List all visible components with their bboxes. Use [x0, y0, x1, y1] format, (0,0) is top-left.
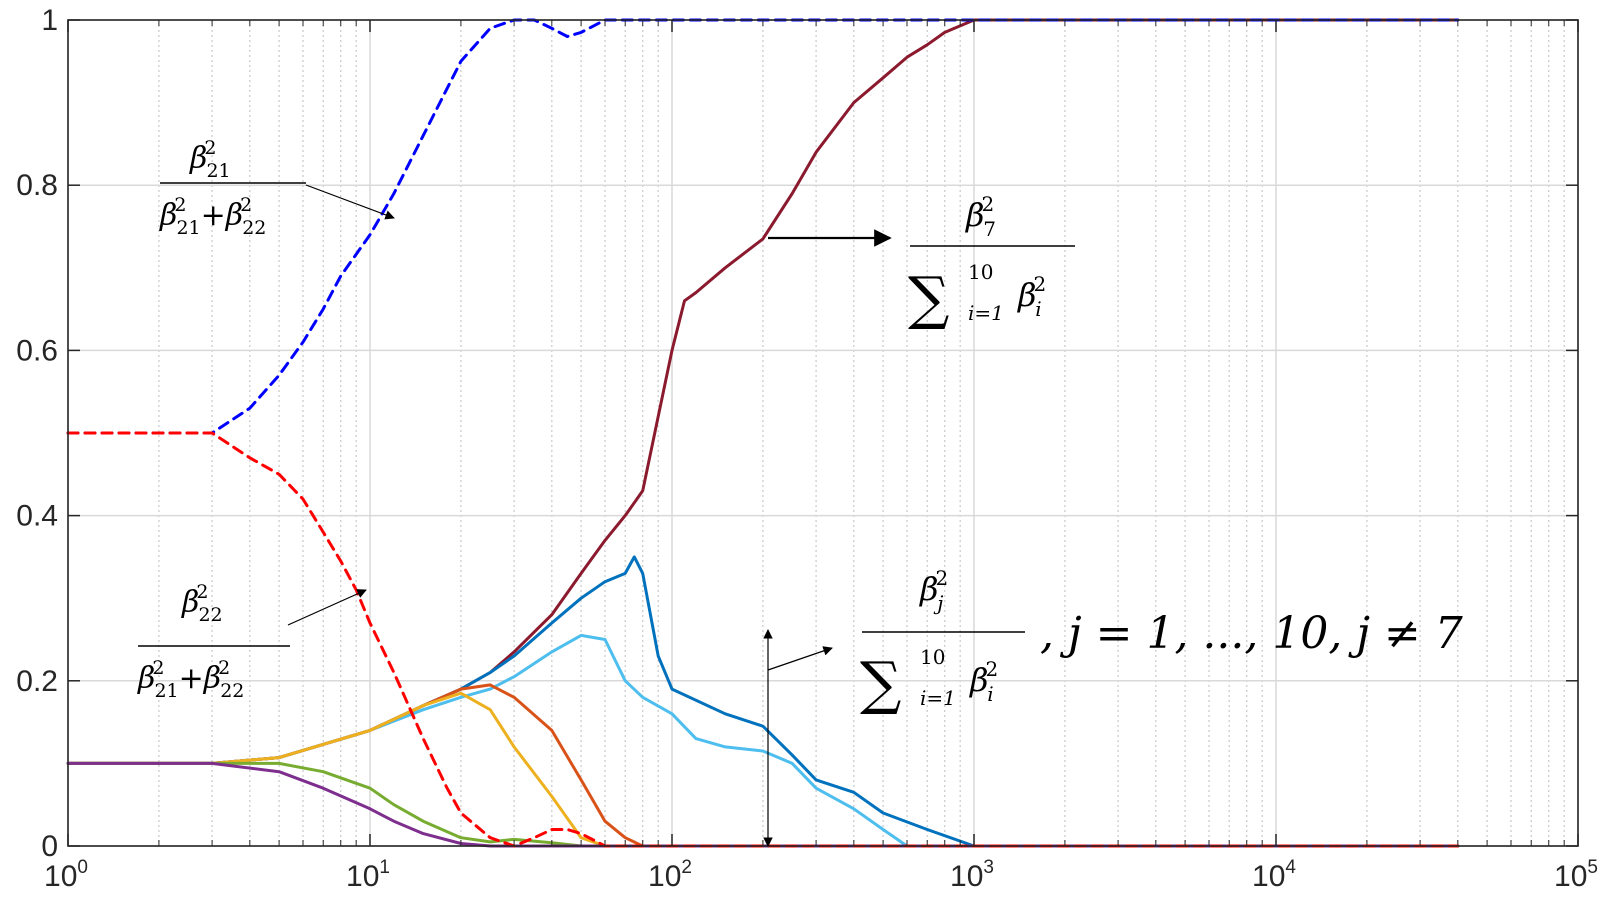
- svg-text:β2i: β2 i: [969, 657, 998, 706]
- svg-text:β2i: β2 i: [1017, 272, 1046, 321]
- svg-text:i=1: i=1: [920, 686, 956, 710]
- x-tick-label: 105: [1554, 857, 1598, 893]
- x-tick-labels: 100 101 102 103 104 105: [44, 857, 1598, 893]
- x-tick-label: 100: [44, 857, 88, 893]
- svg-text:10: 10: [968, 260, 993, 284]
- x-tick-label: 103: [950, 857, 994, 893]
- plot-frame: [67, 19, 1579, 847]
- x-tick-label: 102: [648, 857, 692, 893]
- y-tick-label: 0.2: [16, 665, 58, 698]
- svg-text:10: 10: [920, 645, 945, 669]
- y-tick-labels: 0 0.2 0.4 0.6 0.8 1: [16, 4, 58, 863]
- annotation-ratio-b21: β2 21 β2 21+β2 22: [159, 137, 306, 239]
- annotation-ratio-bj: β2 j ∑ 10 i=1 β2 i , j = 1, ..., 10, j ≠ 7: [860, 566, 1463, 717]
- y-tick-label: 0.4: [16, 500, 58, 533]
- x-tick-label: 104: [1252, 857, 1296, 893]
- svg-text:i=1: i=1: [968, 301, 1004, 325]
- svg-text:∑: ∑: [908, 264, 949, 332]
- y-tick-label: 1: [41, 4, 58, 37]
- annotation-arrow-4: [767, 646, 833, 671]
- x-tick-label: 101: [346, 857, 390, 893]
- plot-background: [68, 20, 1578, 846]
- series-line: [66, 633, 1460, 848]
- annotation-arrow-1: [305, 184, 395, 220]
- tick-marks: [67, 19, 1579, 847]
- annotation-ratio-b7: β2 7 ∑ 10 i=1 β2 i: [908, 192, 1075, 332]
- y-tick-label: 0.8: [16, 169, 58, 202]
- svg-text:β27: β2 7: [965, 192, 996, 241]
- annotation-ratio-b22: β2 22 β2 21+β2 22: [137, 581, 290, 702]
- annotation-arrow-2: [287, 589, 367, 626]
- y-tick-label: 0.6: [16, 334, 58, 367]
- y-tick-label: 0: [41, 830, 58, 863]
- svg-text:, j = 1, ..., 10, j ≠ 7: , j = 1, ..., 10, j ≠ 7: [1040, 608, 1463, 659]
- series-line: [66, 18, 1460, 435]
- svg-text:∑: ∑: [860, 649, 901, 717]
- svg-text:β2j: β2 j: [919, 566, 948, 615]
